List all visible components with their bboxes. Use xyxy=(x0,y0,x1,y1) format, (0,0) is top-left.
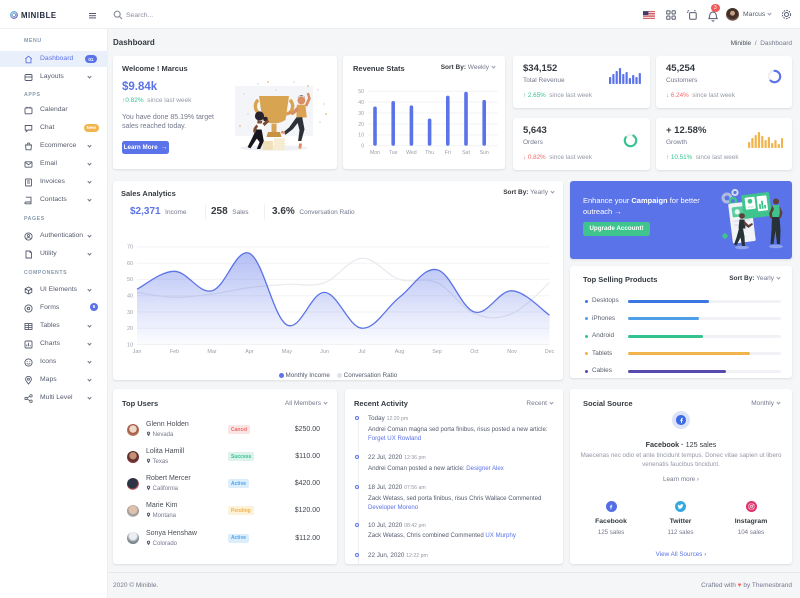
svg-text:Mon: Mon xyxy=(370,150,380,156)
svg-text:10: 10 xyxy=(358,133,364,139)
svg-text:Mar: Mar xyxy=(207,349,216,355)
svg-text:Fri: Fri xyxy=(445,150,451,156)
svg-text:Apr: Apr xyxy=(245,349,254,355)
svg-text:Jun: Jun xyxy=(320,349,329,355)
svg-text:50: 50 xyxy=(127,277,133,283)
svg-text:Tue: Tue xyxy=(389,150,398,156)
svg-text:Sun: Sun xyxy=(480,150,489,156)
svg-text:Thu: Thu xyxy=(425,150,434,156)
svg-text:Sat: Sat xyxy=(462,150,470,156)
svg-text:20: 20 xyxy=(358,122,364,128)
svg-text:50: 50 xyxy=(358,89,364,95)
svg-text:40: 40 xyxy=(127,294,133,300)
svg-text:30: 30 xyxy=(127,310,133,316)
svg-text:10: 10 xyxy=(127,342,133,348)
svg-text:Oct: Oct xyxy=(470,349,479,355)
svg-text:Nov: Nov xyxy=(507,349,517,355)
svg-text:20: 20 xyxy=(127,326,133,332)
svg-text:Aug: Aug xyxy=(395,349,405,355)
svg-text:70: 70 xyxy=(127,245,133,251)
svg-text:May: May xyxy=(282,349,292,355)
svg-text:30: 30 xyxy=(358,111,364,117)
svg-text:Sep: Sep xyxy=(432,349,442,355)
svg-text:Jan: Jan xyxy=(133,349,142,355)
svg-text:Feb: Feb xyxy=(170,349,179,355)
svg-text:Dec: Dec xyxy=(545,349,555,355)
svg-text:Jul: Jul xyxy=(359,349,366,355)
svg-text:40: 40 xyxy=(358,100,364,106)
svg-text:60: 60 xyxy=(127,261,133,267)
svg-text:Wed: Wed xyxy=(406,150,417,156)
svg-text:0: 0 xyxy=(361,144,364,150)
